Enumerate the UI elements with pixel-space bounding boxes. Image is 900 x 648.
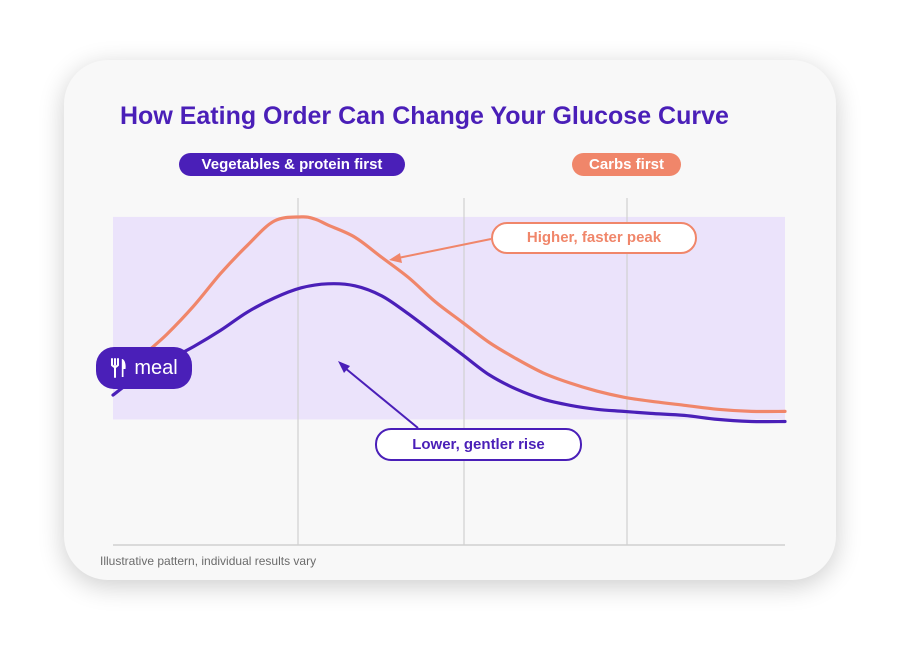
lower-rise-callout: Lower, gentler rise <box>375 428 582 461</box>
chart-title: How Eating Order Can Change Your Glucose… <box>120 102 729 130</box>
gridlines <box>297 198 628 545</box>
legend-carbs-first: Carbs first <box>572 153 681 176</box>
veg-first-line <box>111 282 787 424</box>
legend-veg-first: Vegetables & protein first <box>179 153 405 176</box>
carbs-first-line <box>111 215 787 414</box>
higher-peak-arrowhead <box>389 253 402 263</box>
utensils-icon <box>110 358 128 378</box>
series-lines <box>111 215 787 424</box>
higher-peak-arrow-line <box>397 238 492 259</box>
meal-marker: meal <box>96 347 192 389</box>
meal-label: meal <box>134 356 178 379</box>
footnote: Illustrative pattern, individual results… <box>100 554 317 568</box>
lower-rise-arrowhead <box>338 361 350 373</box>
higher-peak-callout: Higher, faster peak <box>491 222 697 254</box>
lower-rise-arrow-line <box>344 367 419 429</box>
